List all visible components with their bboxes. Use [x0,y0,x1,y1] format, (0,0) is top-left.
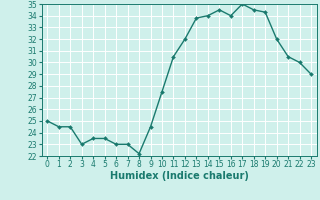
X-axis label: Humidex (Indice chaleur): Humidex (Indice chaleur) [110,171,249,181]
